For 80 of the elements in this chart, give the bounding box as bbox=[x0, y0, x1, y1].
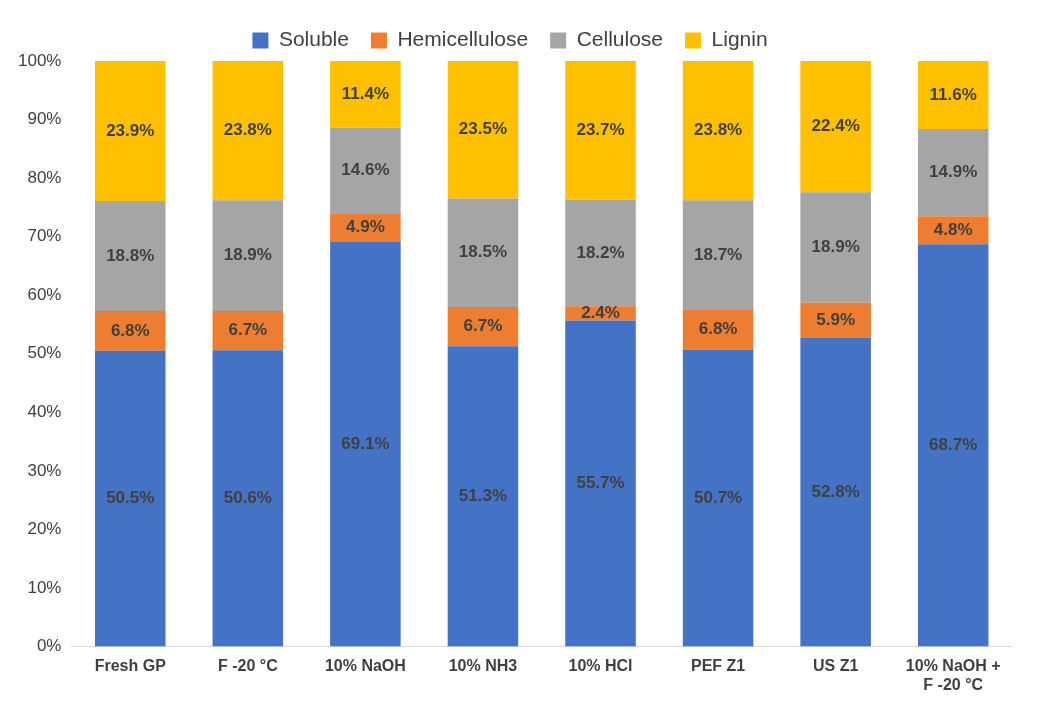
bar bbox=[212, 200, 284, 312]
legend-label: Hemicellulose bbox=[397, 27, 529, 51]
y-tick-label: 40% bbox=[27, 402, 62, 422]
bar bbox=[565, 199, 636, 307]
data-label: 23.9% bbox=[106, 120, 155, 140]
x-tick-label: 10% NaOH bbox=[324, 656, 406, 674]
x-tick-label: 10% NaOH + F -20 °C bbox=[905, 656, 1001, 693]
x-tick-label: 10% HCl bbox=[568, 656, 633, 674]
bar bbox=[917, 244, 989, 647]
data-label: 6.8% bbox=[110, 320, 150, 340]
data-label: 14.6% bbox=[341, 160, 390, 180]
bar bbox=[330, 61, 401, 128]
data-label: 5.9% bbox=[816, 309, 856, 329]
bar bbox=[212, 350, 284, 647]
data-label: 18.9% bbox=[223, 245, 272, 265]
data-label: 50.6% bbox=[223, 488, 272, 508]
data-label: 18.7% bbox=[693, 244, 743, 264]
bar bbox=[330, 127, 401, 214]
data-label: 6.8% bbox=[698, 319, 738, 339]
y-tick-label: 50% bbox=[27, 343, 62, 363]
data-label: 18.9% bbox=[811, 237, 860, 257]
x-tick-label: US Z1 bbox=[812, 656, 859, 674]
data-label: 23.8% bbox=[693, 120, 743, 140]
data-label: 6.7% bbox=[228, 320, 268, 340]
y-tick-label: 0% bbox=[36, 636, 62, 656]
data-label: 23.8% bbox=[223, 120, 272, 140]
data-label: 14.9% bbox=[929, 162, 978, 182]
data-label: 11.4% bbox=[341, 84, 390, 104]
x-tick-label: PEF Z1 bbox=[690, 656, 746, 674]
data-label: 51.3% bbox=[458, 486, 508, 506]
bar bbox=[800, 337, 871, 647]
bar bbox=[917, 128, 989, 217]
data-label: 50.5% bbox=[106, 488, 155, 508]
y-tick-label: 70% bbox=[27, 226, 62, 246]
bar bbox=[94, 350, 166, 647]
data-label: 2.4% bbox=[581, 303, 620, 323]
y-tick-label: 100% bbox=[18, 50, 62, 70]
legend-label: Cellulose bbox=[576, 27, 664, 51]
x-tick-label: 10% NH3 bbox=[448, 656, 518, 674]
y-tick-label: 30% bbox=[27, 460, 62, 480]
data-label: 50.7% bbox=[693, 487, 743, 507]
y-tick-label: 90% bbox=[27, 109, 62, 129]
bar bbox=[447, 198, 519, 307]
bar bbox=[800, 61, 871, 193]
data-label: 6.7% bbox=[463, 316, 503, 336]
bar bbox=[212, 61, 284, 201]
data-label: 18.5% bbox=[458, 242, 508, 262]
bar bbox=[94, 200, 166, 312]
legend-label: Soluble bbox=[278, 27, 349, 51]
bar bbox=[682, 349, 754, 647]
bar bbox=[94, 61, 166, 201]
data-label: 52.8% bbox=[811, 481, 860, 501]
data-label: 23.7% bbox=[576, 120, 625, 140]
bar bbox=[565, 320, 636, 647]
y-tick-label: 10% bbox=[27, 577, 62, 597]
data-label: 11.6% bbox=[929, 84, 977, 104]
y-tick-label: 20% bbox=[27, 519, 62, 539]
bar bbox=[917, 61, 989, 129]
bar bbox=[94, 311, 166, 351]
data-label: 4.8% bbox=[933, 219, 973, 239]
bar bbox=[447, 346, 519, 647]
legend-label: Lignin bbox=[711, 27, 768, 51]
x-tick-label: F -20 °C bbox=[217, 656, 279, 674]
data-label: 68.7% bbox=[929, 435, 978, 455]
y-tick-label: 80% bbox=[27, 167, 62, 187]
data-label: 18.2% bbox=[576, 242, 625, 262]
bar bbox=[682, 61, 754, 201]
bar bbox=[800, 192, 871, 303]
data-label: 23.5% bbox=[458, 119, 508, 139]
bar bbox=[565, 61, 636, 200]
bar bbox=[682, 200, 754, 310]
data-label: 4.9% bbox=[346, 217, 385, 237]
bar bbox=[447, 61, 519, 199]
data-label: 55.7% bbox=[576, 473, 625, 493]
data-label: 22.4% bbox=[811, 116, 860, 136]
bar bbox=[330, 241, 401, 647]
data-label: 69.1% bbox=[341, 433, 390, 453]
data-label: 18.8% bbox=[106, 245, 155, 265]
y-tick-label: 60% bbox=[27, 284, 62, 304]
x-tick-label: Fresh GP bbox=[94, 656, 167, 674]
